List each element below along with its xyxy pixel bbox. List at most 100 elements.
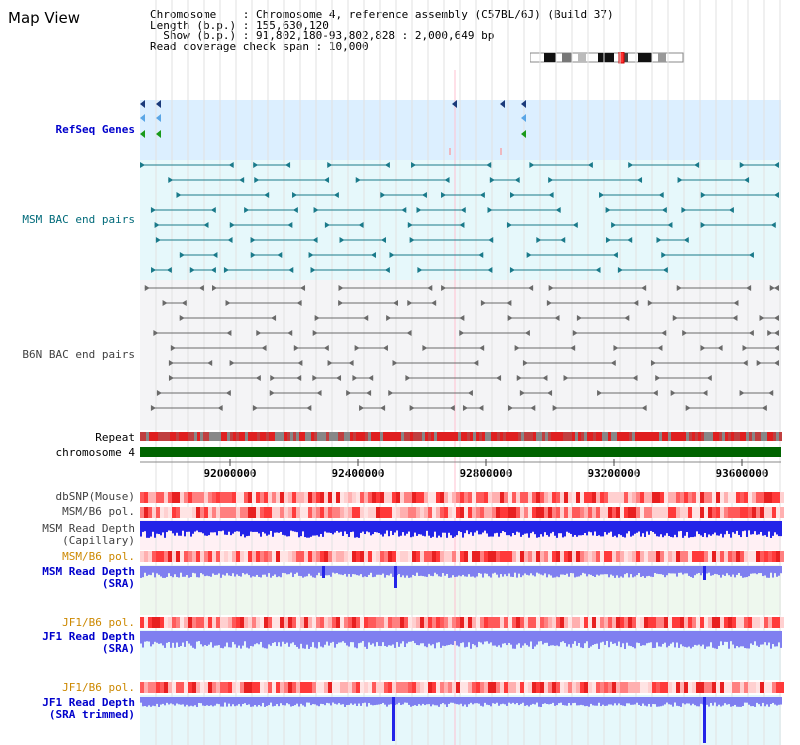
depth-bar [680,631,682,645]
depth-bar [632,631,634,648]
repeat-mark [338,432,341,441]
depth-bar [730,631,732,642]
depth-bar [712,631,714,648]
heat-cell [460,617,464,628]
depth-bar [554,697,556,706]
heat-cell [700,617,704,628]
repeat-mark [470,432,473,441]
refseq-genes-label[interactable]: RefSeq Genes [55,123,135,136]
depth-bar [540,566,542,575]
bac-end-icon [336,375,342,381]
heat-cell [452,617,456,628]
msm-bac-label[interactable]: MSM BAC end pairs [22,213,135,226]
depth-bar [492,631,494,646]
bac-end-icon [700,192,706,198]
bac-end-icon [348,360,354,366]
jf1-pol-1-label: JF1/B6 pol. [62,616,135,629]
depth-bar [644,631,646,646]
repeat-mark [233,432,236,441]
depth-bar [416,521,418,536]
depth-bar [470,631,472,649]
depth-bar [360,631,362,643]
heat-cell [548,492,552,503]
depth-bar [768,566,770,578]
heat-cell [572,617,576,628]
heat-cell [532,492,536,503]
depth-bar [504,697,506,705]
heat-cell [640,507,644,518]
depth-bar [172,631,174,643]
depth-bar [638,566,640,574]
depth-bar [318,631,320,643]
heat-cell [272,682,276,693]
depth-bar [490,566,492,578]
depth-bar [374,566,376,577]
depth-bar [500,566,502,575]
heat-cell [252,551,256,562]
depth-bar [168,566,170,574]
depth-bar [690,697,692,706]
bac-end-icon [211,285,217,291]
heat-cell [332,682,336,693]
heat-cell [440,492,444,503]
heat-cell [324,507,328,518]
heat-cell [540,617,544,628]
depth-bar [632,566,634,578]
bac-end-icon [254,177,260,183]
depth-bar [756,521,758,535]
depth-bar [738,521,740,536]
depth-bar [632,697,634,705]
bac-end-icon [657,345,663,351]
depth-bar [562,697,564,706]
depth-bar [604,521,606,533]
depth-bar [718,697,720,705]
bac-end-icon [151,267,157,273]
heat-cell [520,682,524,693]
heat-cell [188,492,192,503]
heat-cell [468,507,472,518]
heat-cell [148,617,152,628]
repeat-mark [578,432,581,441]
heat-cell [600,507,604,518]
heat-cell [768,682,772,693]
depth-bar [682,631,684,647]
depth-bar [180,697,182,705]
depth-bar [338,566,340,575]
depth-bar [600,521,602,537]
depth-bar [378,521,380,533]
heat-cell [556,617,560,628]
depth-bar [174,697,176,706]
page-title: Map View [8,9,81,27]
depth-bar [546,521,548,536]
depth-bar [720,631,722,642]
depth-bar [262,566,264,575]
heat-cell [468,617,472,628]
depth-bar [542,566,544,576]
depth-bar [410,697,412,707]
depth-bar [564,697,566,706]
depth-spike [703,566,706,580]
depth-bar [354,697,356,704]
heat-cell [140,682,144,693]
heat-cell [508,551,512,562]
heat-cell [168,551,172,562]
heat-cell [596,682,600,693]
depth-bar [252,697,254,707]
repeat-mark [530,432,533,441]
chromosome-ideogram[interactable] [530,52,690,64]
depth-bar [432,566,434,577]
b6n-bac-label[interactable]: B6N BAC end pairs [22,348,135,361]
heat-cell [604,617,608,628]
depth-bar [514,697,516,705]
repeat-mark [686,432,689,441]
depth-bar [358,697,360,704]
heat-cell [780,617,784,628]
depth-spike [322,566,325,578]
heat-cell [180,507,184,518]
depth-bar [316,697,318,706]
bac-end-icon [739,390,745,396]
depth-bar [452,697,454,703]
depth-bar [716,566,718,575]
heat-cell [620,492,624,503]
